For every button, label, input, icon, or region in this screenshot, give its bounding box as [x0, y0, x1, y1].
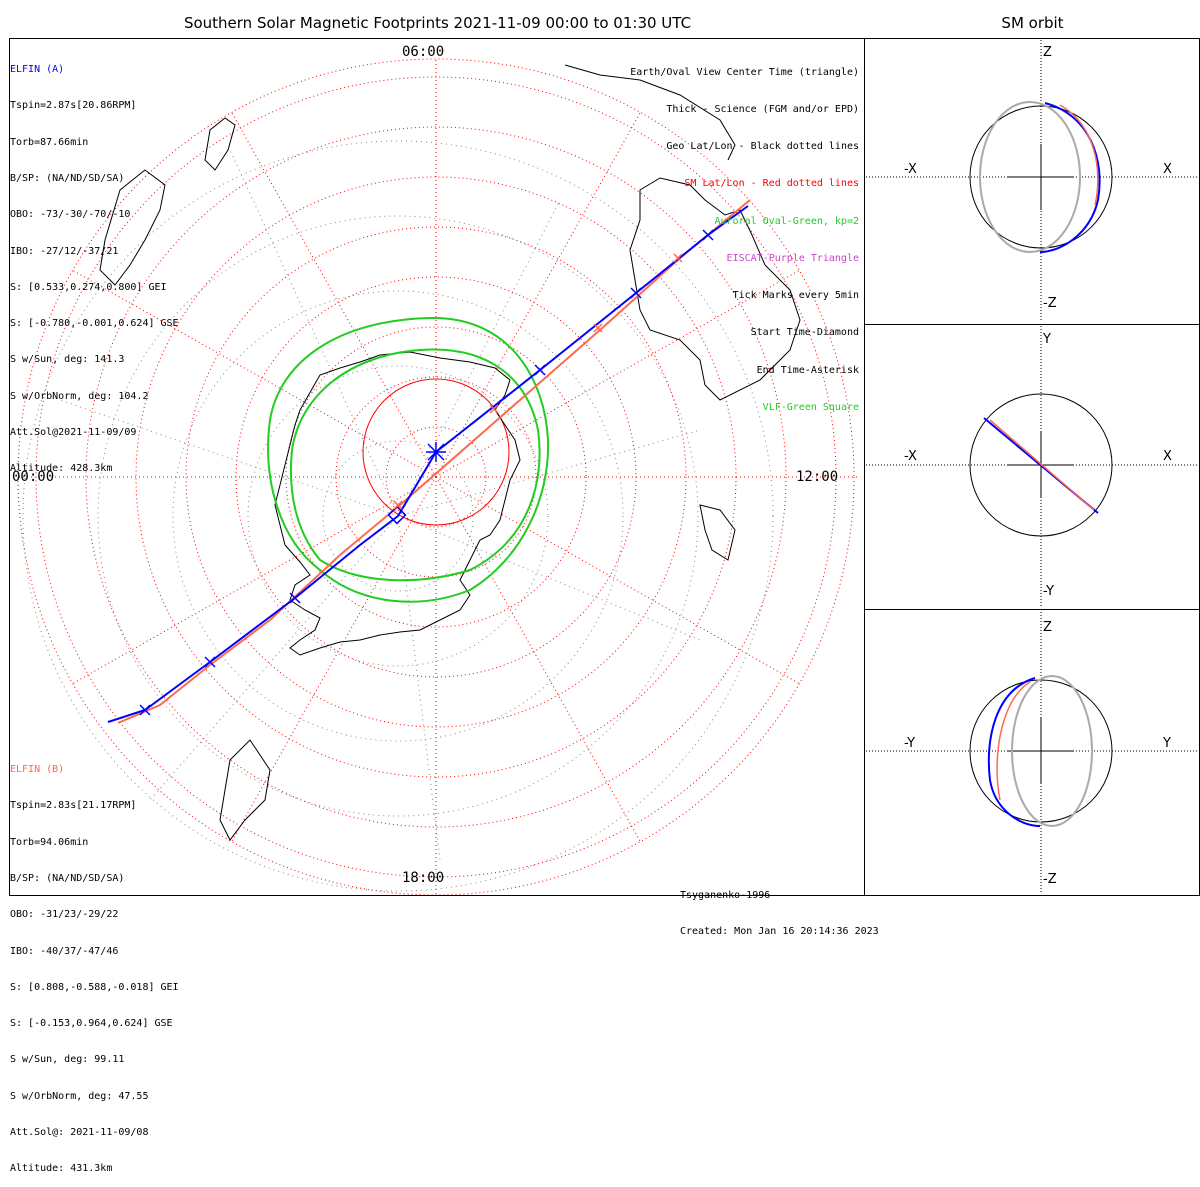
sm-latitude-circles [17, 58, 858, 895]
created-label: Created: Mon Jan 16 20:14:36 2023 [680, 926, 879, 937]
elfin-a-track [107, 205, 749, 723]
elfin-a-line: Att.Sol@2021-11-09/09 [10, 427, 137, 438]
orbit1-top-label: Z [1043, 45, 1052, 60]
elfin-b-line: OBO: -31/23/-29/22 [10, 909, 119, 921]
model-label: Tsyganenko-1996 [680, 890, 771, 901]
legend-item: Thick - Science (FGM and/or EPD) [666, 104, 859, 116]
clock-label-right: 12:00 [796, 469, 839, 485]
auroral-oval-inner [289, 348, 541, 582]
elfin-a-line: IBO: -27/12/-37/21 [10, 245, 119, 257]
auroral-oval-outer [267, 316, 550, 603]
legend-item: Tick Marks every 5min [732, 290, 859, 302]
orbit2-bottom-label: -Y [1043, 584, 1055, 599]
orbit-xz-graphic [866, 40, 1198, 322]
legend-item: Auroral Oval-Green, kp=2 [714, 215, 860, 227]
elfin-a-info: ELFIN (A) Tspin=2.87s[20.86RPM] Torb=87.… [10, 40, 179, 487]
map-legend: Earth/Oval View Center Time (triangle) T… [630, 42, 859, 427]
geo-latitude-circles [22, 140, 774, 892]
sm-inner-circle [362, 378, 510, 526]
map-graphics [17, 40, 1198, 895]
clock-label-bottom: 18:00 [402, 870, 445, 886]
orbit1-right-label: X [1163, 162, 1172, 177]
orbit3-right-label: Y [1163, 736, 1171, 751]
elfin-b-line: Torb=94.06min [10, 836, 89, 848]
elfin-a-line: S: [-0.780,-0.001,0.624] GSE [10, 318, 179, 330]
elfin-b-line: S w/Sun, deg: 99.11 [10, 1054, 125, 1066]
elfin-a-line: B/SP: (NA/ND/SD/SA) [10, 173, 125, 185]
orbit2-top-label: Y [1043, 332, 1051, 347]
elfin-b-line: S: [-0.153,0.964,0.624] GSE [10, 1018, 173, 1030]
legend-item: VLF-Green Square [762, 401, 859, 413]
clock-label-left: 00:00 [12, 469, 55, 485]
orbit3-bottom-label: -Z [1043, 872, 1057, 887]
elfin-a-line: S: [0.533,0.274,0.800] GEI [10, 281, 167, 293]
elfin-a-name: ELFIN (A) [10, 64, 65, 76]
island-coastline [204, 117, 236, 171]
clock-label-top: 06:00 [402, 44, 445, 60]
elfin-a-line: OBO: -73/-30/-70/-10 [10, 209, 131, 221]
legend-item: SM Lat/Lon - Red dotted lines [684, 178, 859, 190]
elfin-b-line: IBO: -40/37/-47/46 [10, 945, 119, 957]
nz-coastline [699, 504, 736, 561]
elfin-b-line: S w/OrbNorm, deg: 47.55 [10, 1090, 149, 1102]
elfin-a-line: S w/Sun, deg: 141.3 [10, 354, 125, 366]
orbit3-left-label: -Y [904, 736, 916, 751]
orbit-yz-graphic [866, 612, 1198, 893]
elfin-b-line: Altitude: 431.3km [10, 1163, 113, 1175]
elfin-b-name: ELFIN (B) [10, 764, 65, 776]
orbit2-left-label: -X [904, 449, 917, 464]
plot-title: Southern Solar Magnetic Footprints 2021-… [183, 14, 692, 32]
elfin-a-line: Tspin=2.87s[20.86RPM] [10, 100, 137, 112]
legend-item: End Time-Asterisk [756, 364, 859, 376]
elfin-b-info: ELFIN (B) Tspin=2.83s[21.17RPM] Torb=94.… [10, 740, 179, 1187]
upper-right-coastline [564, 64, 736, 161]
legend-item: Earth/Oval View Center Time (triangle) [630, 66, 859, 78]
orbit3-top-label: Z [1043, 620, 1052, 635]
elfin-b-line: B/SP: (NA/ND/SD/SA) [10, 873, 125, 885]
elfin-b-track [117, 199, 751, 724]
elfin-a-line: Torb=87.66min [10, 136, 89, 148]
orbit2-right-label: X [1163, 449, 1172, 464]
south-america-coastline [99, 169, 166, 286]
elfin-a-line: Altitude: 428.3km [10, 463, 113, 475]
legend-item: Geo Lat/Lon - Black dotted lines [666, 141, 859, 153]
track-ticks [139, 229, 714, 716]
elfin-b-ticks [393, 253, 683, 510]
map-footer: Tsyganenko-1996 Created: Mon Jan 16 20:1… [680, 866, 879, 950]
legend-item: EISCAT-Purple Triangle [726, 252, 859, 264]
elfin-b-line: Att.Sol@: 2021-11-09/08 [10, 1127, 149, 1138]
legend-item: Start Time-Diamond [750, 327, 859, 339]
elfin-a-line: S w/OrbNorm, deg: 104.2 [10, 390, 149, 402]
orbit1-bottom-label: -Z [1043, 296, 1057, 311]
orbit1-left-label: -X [904, 162, 917, 177]
elfin-b-line: S: [0.808,-0.588,-0.018] GEI [10, 981, 179, 993]
sm-orbit-title: SM orbit [1001, 14, 1064, 32]
africa-coastline [219, 739, 271, 841]
orbit-xy-graphic [866, 326, 1198, 607]
antarctica-coastline [274, 351, 521, 656]
elfin-b-line: Tspin=2.83s[21.17RPM] [10, 800, 137, 812]
